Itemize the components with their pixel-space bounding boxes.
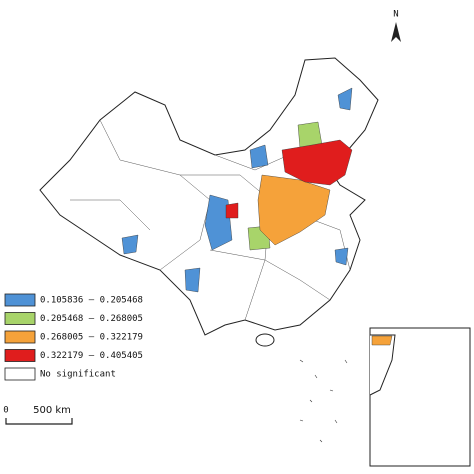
legend-label: No significant xyxy=(40,370,116,380)
region xyxy=(204,194,233,251)
legend-label: 0.205468 — 0.268005 xyxy=(40,314,143,324)
north-arrow-icon xyxy=(391,22,401,42)
legend-swatch xyxy=(4,330,36,344)
region xyxy=(257,174,331,246)
legend-swatch xyxy=(4,293,36,307)
scale-start: 0 xyxy=(3,406,8,416)
scale-end: 500 km xyxy=(33,405,71,416)
legend-label: 0.268005 — 0.322179 xyxy=(40,333,143,343)
scale-bar: 0 500 km xyxy=(3,405,73,425)
legend-swatch xyxy=(4,367,36,381)
region xyxy=(225,202,239,219)
significance-regions xyxy=(121,87,353,293)
island xyxy=(255,333,275,347)
legend-label: 0.105836 — 0.205468 xyxy=(40,296,143,306)
inset-frame xyxy=(369,327,471,467)
region xyxy=(281,139,353,186)
region xyxy=(121,234,139,255)
legend: 0.105836 — 0.205468 0.205468 — 0.268005 0.… xyxy=(4,293,143,381)
region xyxy=(337,87,353,111)
legend-label: 0.322179 — 0.405405 xyxy=(40,351,143,361)
scale-line xyxy=(5,418,73,425)
region xyxy=(184,267,201,293)
inset-region xyxy=(371,335,393,346)
islands xyxy=(299,359,348,443)
north-arrow: N xyxy=(391,10,401,42)
inset-coast xyxy=(369,334,396,396)
north-label: N xyxy=(393,10,398,20)
region xyxy=(334,247,349,266)
legend-swatch xyxy=(4,312,36,325)
region xyxy=(249,144,269,169)
legend-swatch xyxy=(4,349,36,362)
